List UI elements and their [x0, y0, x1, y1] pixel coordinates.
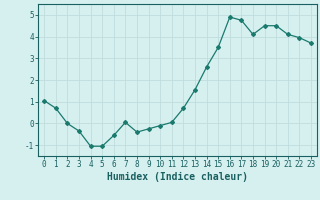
X-axis label: Humidex (Indice chaleur): Humidex (Indice chaleur) [107, 172, 248, 182]
